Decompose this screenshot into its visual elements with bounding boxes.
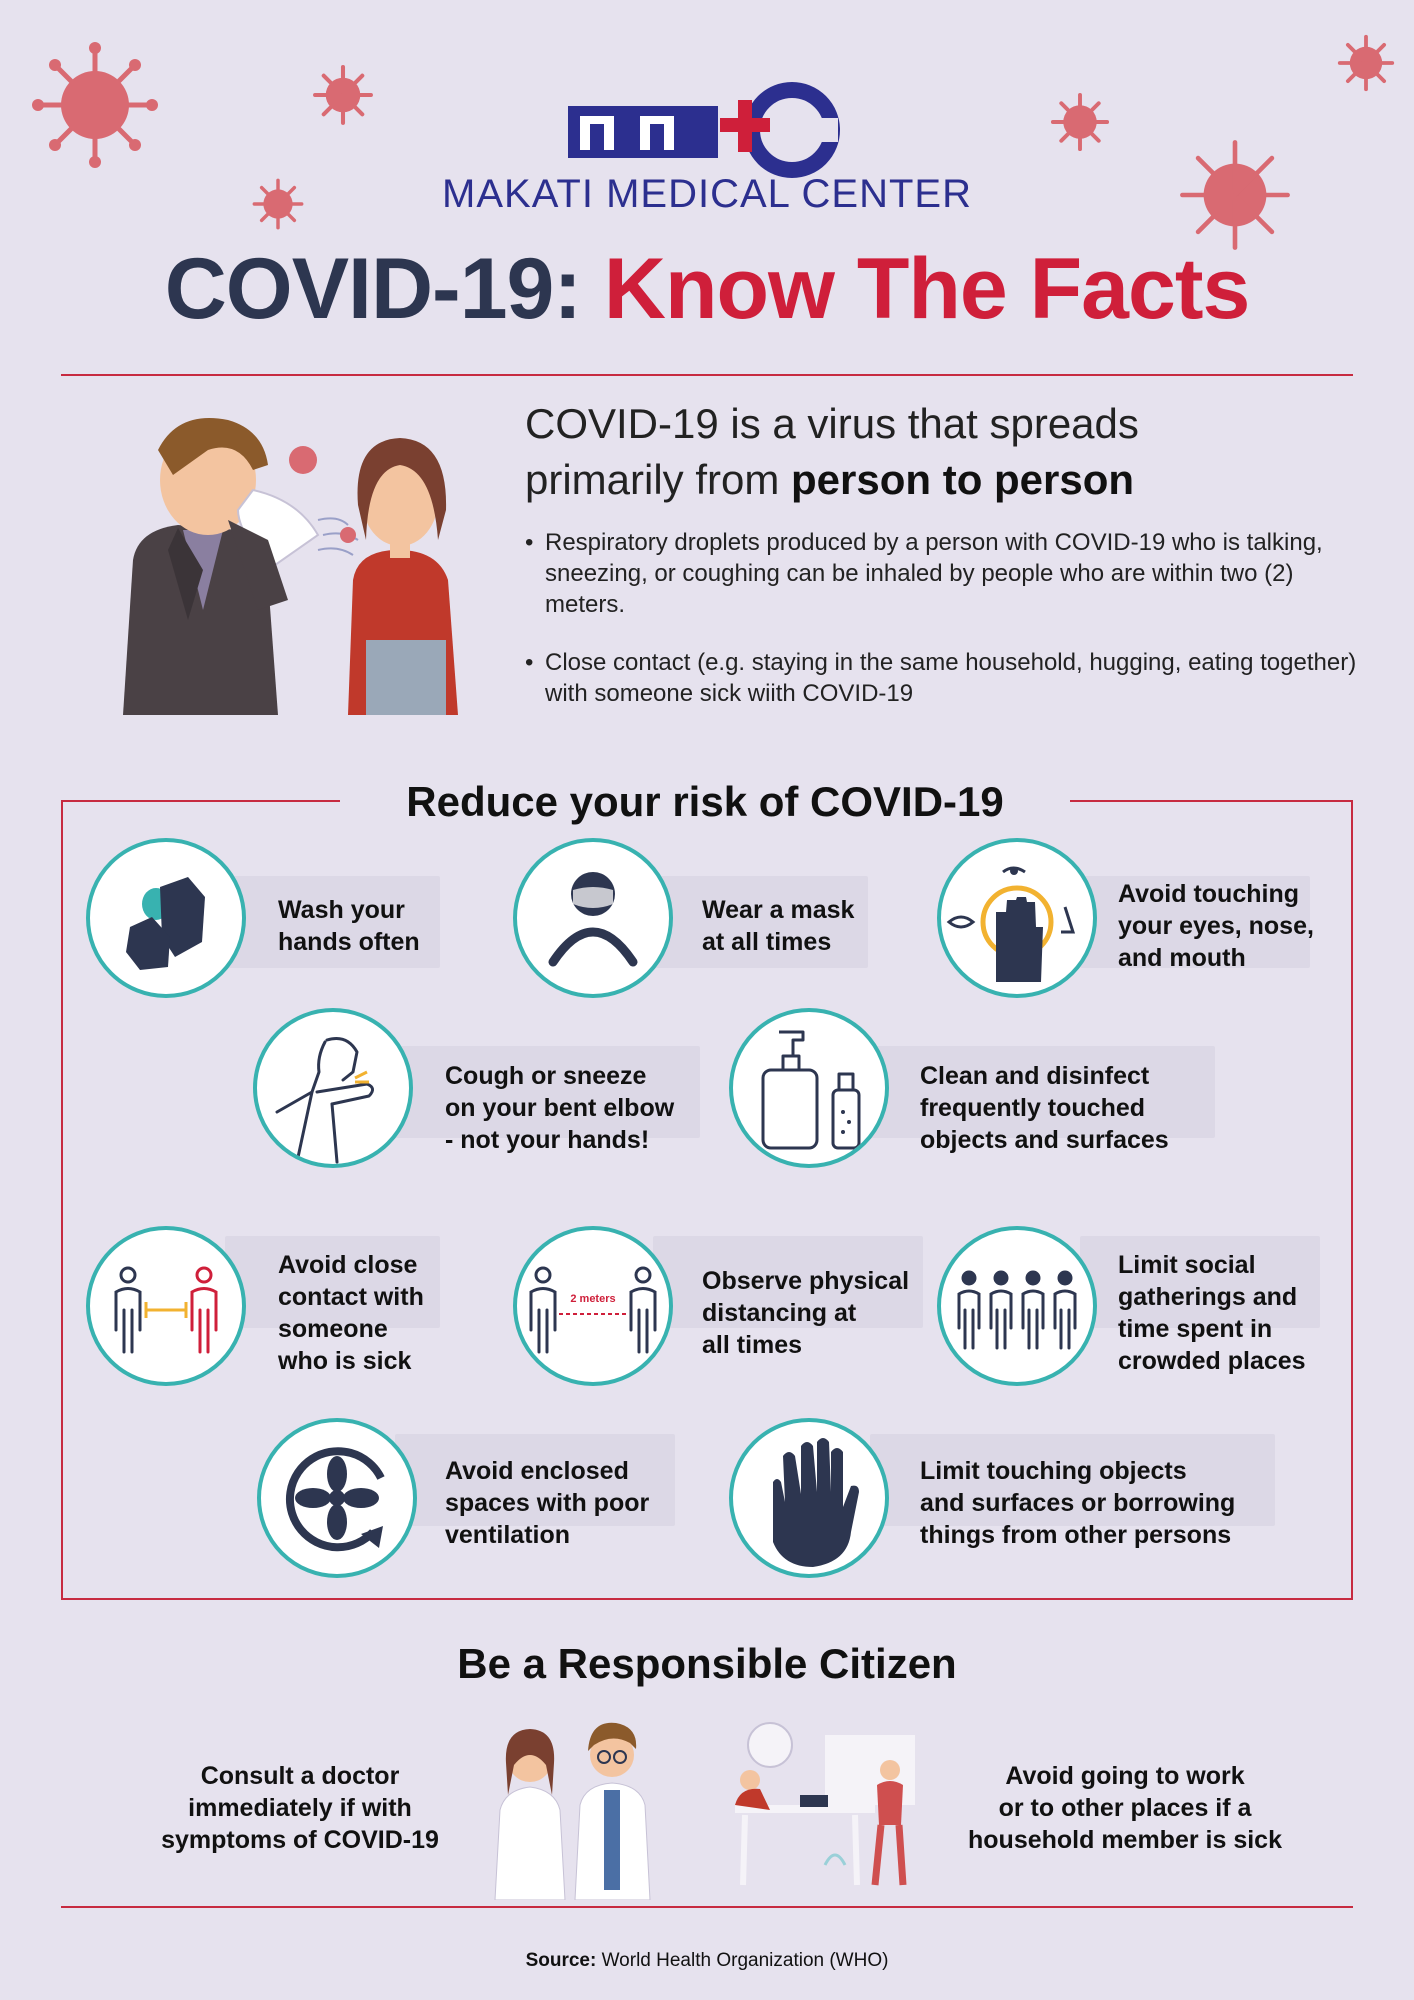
reduce-risk-title: Reduce your risk of COVID-19 bbox=[340, 772, 1070, 832]
source-text: World Health Organization (WHO) bbox=[596, 1950, 889, 1971]
no-face-touch-icon bbox=[937, 838, 1097, 998]
mask-person-icon bbox=[513, 838, 673, 998]
source-citation: Source: World Health Organization (WHO) bbox=[0, 1950, 1414, 1972]
tip-limit-gatherings: Limit social gatherings and time spent in c… bbox=[1118, 1251, 1306, 1375]
virus-icon bbox=[1180, 140, 1290, 250]
tip-avoid-enclosed: Avoid enclosed spaces with poor ventilatio… bbox=[445, 1457, 650, 1549]
tip-wear-mask: Wear a mask at all times bbox=[702, 896, 855, 956]
tip-physical-distancing: Observe physical distancing at all times bbox=[702, 1267, 910, 1359]
tile-background bbox=[1080, 876, 1310, 968]
title-part-facts: Know The Facts bbox=[603, 241, 1250, 337]
responsible-citizen-title: Be a Responsible Citizen bbox=[457, 1640, 957, 1687]
intro-bullet: Close contact (e.g. staying in the same … bbox=[525, 647, 1365, 709]
virus-icon bbox=[252, 178, 304, 230]
intro-heading-line1: COVID-19 is a virus that spreads bbox=[525, 400, 1139, 447]
tip-cough-elbow: Cough or sneeze on your bent elbow - not y… bbox=[445, 1062, 675, 1154]
crowd-icon bbox=[937, 1226, 1097, 1386]
intro-heading: COVID-19 is a virus that spreads primari… bbox=[525, 396, 1325, 508]
org-name: MAKATI MEDICAL CENTER bbox=[442, 172, 972, 216]
virus-icon bbox=[1050, 92, 1110, 152]
tip-avoid-touching-face: Avoid touching your eyes, nose, and mouth bbox=[1118, 880, 1314, 972]
sick-at-home-illustration bbox=[735, 1722, 915, 1886]
page-title: COVID-19: Know The Facts bbox=[0, 240, 1414, 339]
source-label: Source: bbox=[525, 1950, 597, 1971]
ventilation-fan-icon bbox=[257, 1418, 417, 1578]
tip-limit-touching: Limit touching objects and surfaces or bo… bbox=[920, 1457, 1236, 1549]
tip-avoid-contact: Avoid close contact with someone who is sic… bbox=[278, 1251, 424, 1375]
tile-background bbox=[653, 876, 868, 968]
mmc-logo bbox=[568, 82, 840, 178]
tip-wash-hands: Wash your hands often bbox=[278, 896, 420, 956]
title-part-covid: COVID-19: bbox=[164, 241, 582, 337]
doctors-illustration bbox=[494, 1722, 651, 1900]
disinfectant-bottles-icon bbox=[729, 1008, 889, 1168]
tile-background bbox=[870, 1046, 1215, 1138]
tile-background bbox=[225, 876, 440, 968]
sneezing-people-illustration bbox=[123, 418, 458, 715]
tile-background bbox=[395, 1046, 700, 1138]
distancing-icon: 2 meters bbox=[513, 1226, 673, 1386]
tip-clean-disinfect: Clean and disinfect frequently touched obj… bbox=[920, 1062, 1169, 1154]
virus-icon bbox=[313, 65, 373, 125]
divider bbox=[61, 1906, 1353, 1908]
virus-icon bbox=[1337, 34, 1395, 92]
virus-icon bbox=[32, 42, 158, 168]
hand-washing-icon bbox=[86, 838, 246, 998]
tile-background bbox=[1080, 1236, 1320, 1328]
tile-background bbox=[653, 1236, 923, 1328]
intro-bullet: Respiratory droplets produced by a perso… bbox=[525, 527, 1365, 620]
avoid-work-text: Avoid going to work or to other places if… bbox=[968, 1762, 1282, 1854]
tile-background bbox=[225, 1236, 440, 1328]
intro-heading-prefix: primarily from bbox=[525, 456, 792, 503]
consult-doctor-text: Consult a doctor immediately if with sympt… bbox=[161, 1762, 439, 1854]
distance-label: 2 meters bbox=[570, 1293, 615, 1305]
elbow-cough-icon bbox=[253, 1008, 413, 1168]
intro-heading-line2: primarily from person to person bbox=[525, 452, 1325, 508]
tile-background bbox=[395, 1434, 675, 1526]
tile-background bbox=[870, 1434, 1275, 1526]
hand-icon bbox=[729, 1418, 889, 1578]
divider bbox=[61, 374, 1353, 376]
intro-heading-bold: person to person bbox=[791, 456, 1135, 503]
avoid-contact-icon bbox=[86, 1226, 246, 1386]
